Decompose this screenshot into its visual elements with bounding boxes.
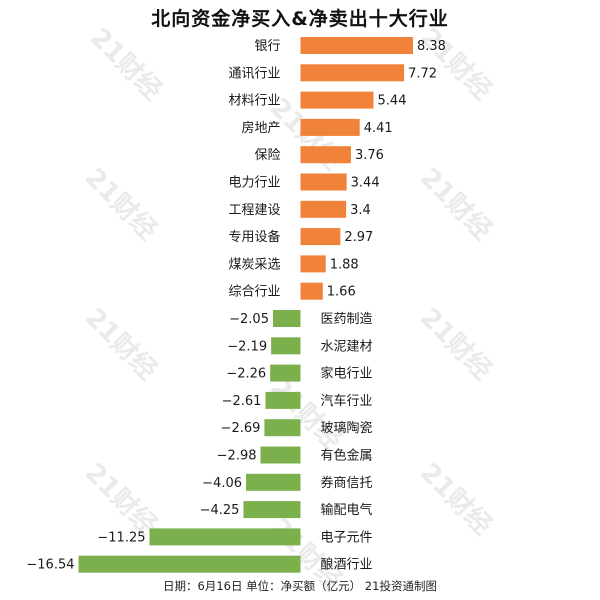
bar bbox=[300, 228, 341, 246]
bar bbox=[243, 501, 301, 519]
value-label: −2.61 bbox=[222, 394, 262, 409]
category-label: 家电行业 bbox=[321, 366, 373, 382]
category-label: 水泥建材 bbox=[321, 339, 373, 354]
bar bbox=[246, 473, 301, 491]
category-label: 汽车行业 bbox=[321, 393, 373, 409]
value-label: 1.88 bbox=[330, 257, 359, 272]
bar bbox=[272, 310, 301, 327]
watermark-text: 21财经 bbox=[414, 457, 498, 541]
value-label: 1.66 bbox=[327, 285, 356, 300]
watermark-text: 21财经 bbox=[414, 302, 498, 386]
bars-layer bbox=[78, 37, 413, 573]
watermark-text: 21财经 bbox=[84, 22, 168, 106]
bar bbox=[265, 391, 301, 409]
watermark-text: 21财经 bbox=[79, 162, 163, 246]
bar bbox=[270, 364, 301, 382]
value-label: −2.69 bbox=[221, 421, 261, 436]
bar bbox=[300, 282, 323, 300]
value-label: −2.05 bbox=[229, 312, 269, 327]
bar bbox=[260, 446, 301, 464]
bar bbox=[264, 419, 301, 437]
category-label: 玻璃陶瓷 bbox=[321, 420, 373, 436]
category-label: 工程建设 bbox=[228, 203, 280, 218]
value-label: −4.25 bbox=[200, 503, 240, 518]
watermark-text: 21财经 bbox=[414, 22, 498, 106]
category-label: 有色金属 bbox=[321, 448, 373, 464]
category-label: 通讯行业 bbox=[228, 66, 280, 81]
category-label: 电子元件 bbox=[321, 530, 373, 545]
value-label: 8.38 bbox=[417, 39, 446, 54]
value-label: −2.98 bbox=[217, 449, 257, 464]
category-label: 煤炭采选 bbox=[228, 257, 280, 272]
category-label: 银行 bbox=[254, 39, 280, 54]
bar bbox=[149, 528, 301, 546]
category-label: 房地产 bbox=[241, 120, 280, 136]
value-label: −2.19 bbox=[227, 339, 267, 354]
category-label: 保险 bbox=[254, 148, 280, 163]
bar bbox=[300, 173, 347, 191]
bar bbox=[300, 118, 360, 136]
value-label: 3.4 bbox=[350, 203, 371, 218]
value-label: 5.44 bbox=[378, 94, 407, 109]
value-label: 2.97 bbox=[344, 230, 373, 245]
bar bbox=[300, 91, 374, 109]
category-label: 综合行业 bbox=[228, 285, 280, 300]
watermark-text: 21财经 bbox=[264, 372, 348, 456]
category-label: 酿酒行业 bbox=[321, 557, 373, 573]
value-label: 3.44 bbox=[351, 176, 380, 191]
category-label: 专用设备 bbox=[228, 229, 280, 245]
value-label: 3.76 bbox=[355, 148, 384, 163]
category-label: 券商信托 bbox=[321, 475, 373, 491]
category-label: 材料行业 bbox=[228, 94, 280, 109]
value-label: −11.25 bbox=[97, 530, 145, 545]
category-label: 输配电气 bbox=[321, 502, 373, 518]
bar bbox=[300, 64, 405, 82]
bar bbox=[300, 255, 326, 273]
bar bbox=[78, 555, 301, 573]
category-label: 医药制造 bbox=[321, 312, 373, 327]
value-label: −16.54 bbox=[26, 558, 74, 573]
watermark-text: 21财经 bbox=[414, 162, 498, 246]
bar bbox=[300, 146, 351, 164]
bar bbox=[300, 200, 347, 218]
bar bbox=[300, 37, 413, 54]
value-label: −4.06 bbox=[202, 476, 242, 491]
labels-layer: 银行 8.38 通讯行业 7.72 材料行业 5.44 房地产 4.41 保险 3.76 电力行业 3… bbox=[26, 39, 446, 573]
value-label: −2.26 bbox=[226, 367, 266, 382]
category-label: 电力行业 bbox=[228, 176, 280, 191]
bar bbox=[271, 337, 301, 355]
value-label: 4.41 bbox=[364, 121, 393, 136]
chart-footer: 日期：6月16日 单位：净买额（亿元） 21投资通制图 bbox=[163, 579, 437, 593]
chart-title: 北向资金净买入&净卖出十大行业 bbox=[151, 8, 449, 30]
value-label: 7.72 bbox=[408, 66, 437, 81]
watermark-text: 21财经 bbox=[79, 302, 163, 386]
